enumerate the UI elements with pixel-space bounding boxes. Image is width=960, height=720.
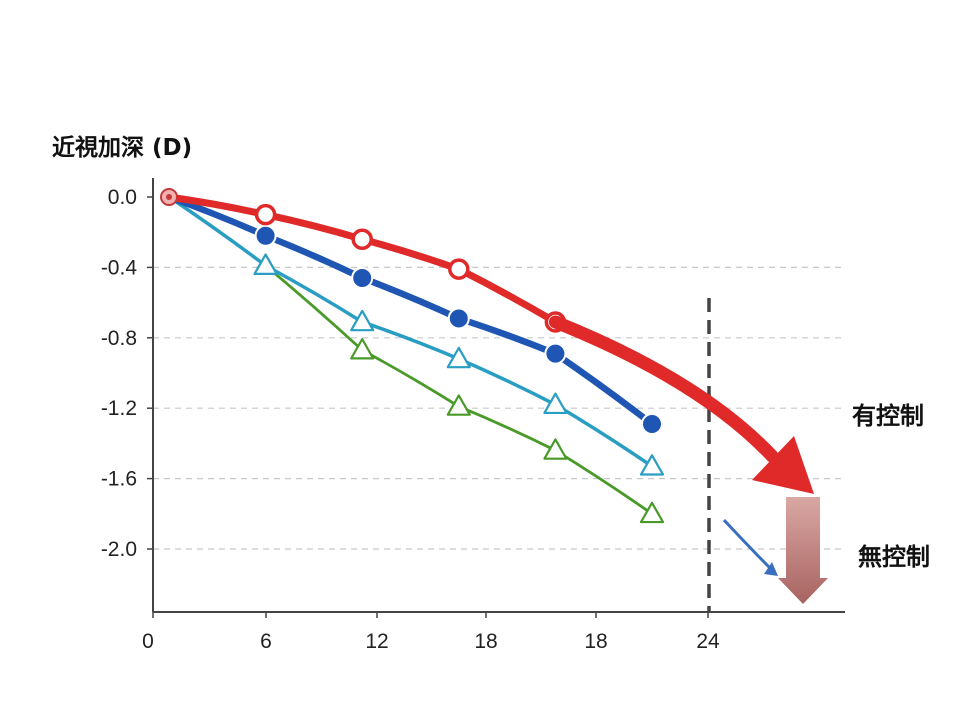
data-point xyxy=(448,258,470,280)
uncontrolled-down-arrow xyxy=(778,497,828,604)
x-tick-label: 24 xyxy=(696,630,720,653)
y-tick-labels: 0.0 -0.4 -0.8 -1.2 -1.6 -2.0 xyxy=(101,186,138,561)
data-point xyxy=(446,346,471,369)
data-point xyxy=(639,501,665,524)
data-point xyxy=(254,203,277,226)
series-3 xyxy=(167,195,665,524)
data-point xyxy=(543,438,568,460)
y-tick-label: -1.2 xyxy=(101,397,137,420)
x-tick-label: 18 xyxy=(584,630,607,653)
series-line xyxy=(167,195,654,516)
x-tick-label: 6 xyxy=(260,630,272,653)
x-tick-label: 18 xyxy=(474,630,497,653)
axes xyxy=(147,178,845,618)
data-point xyxy=(254,224,277,247)
x-tick-label: 12 xyxy=(365,630,388,653)
data-point xyxy=(350,309,375,332)
origin-point-center xyxy=(166,194,172,200)
series-2 xyxy=(167,195,665,476)
series-1 xyxy=(165,193,663,436)
annotation-controlled: 有控制 xyxy=(852,402,924,430)
grid-lines xyxy=(153,266,845,550)
data-point xyxy=(544,342,567,365)
data-point xyxy=(447,307,470,330)
y-tick-label: -2.0 xyxy=(101,538,137,561)
data-point xyxy=(641,413,663,436)
x-tick-label: 0 xyxy=(142,630,154,653)
y-tick-label: -0.4 xyxy=(101,256,138,279)
series-group xyxy=(160,188,665,524)
uncontrolled-extension xyxy=(722,518,774,572)
series-line xyxy=(165,193,656,428)
y-tick-label: -1.6 xyxy=(101,468,137,491)
y-tick-label: -0.8 xyxy=(101,327,137,350)
data-point xyxy=(543,392,568,415)
data-point xyxy=(446,394,471,416)
y-tick-label: 0.0 xyxy=(108,186,137,209)
x-tick-labels: 0 6 12 18 18 24 xyxy=(142,630,720,653)
controlled-trend-arrow-head xyxy=(752,436,814,494)
controlled-trend-arrow-shaft xyxy=(548,315,779,463)
annotation-uncontrolled: 無控制 xyxy=(858,543,930,571)
data-point xyxy=(351,228,373,250)
trend-arrows xyxy=(548,315,828,604)
uncontrolled-extension-head xyxy=(764,562,778,576)
y-axis-label: 近視加深 (D) xyxy=(52,135,192,161)
series-line xyxy=(165,193,559,326)
data-point xyxy=(350,338,375,360)
data-point xyxy=(351,266,374,289)
data-point xyxy=(639,454,665,476)
data-point xyxy=(253,253,278,275)
